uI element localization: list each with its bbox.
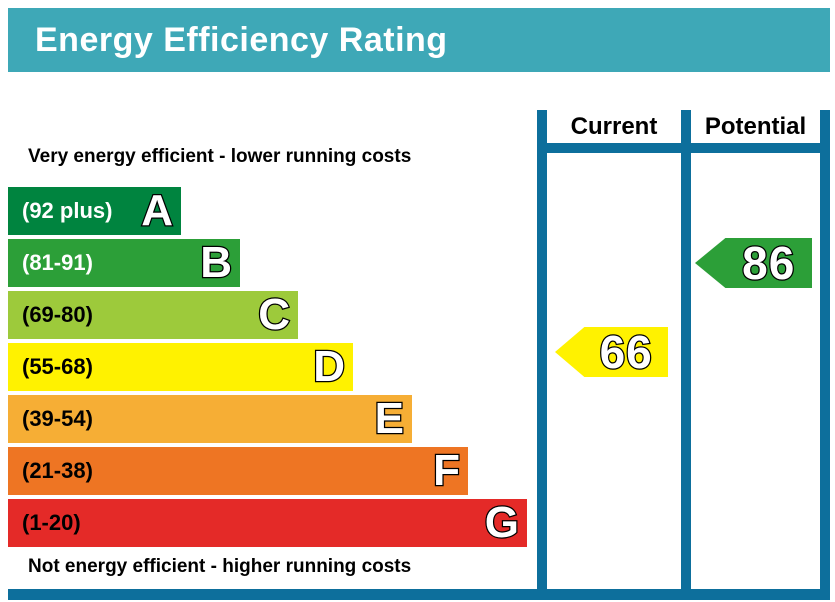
band-c-range: (69-80) xyxy=(22,302,93,327)
current-rating-value: 66 xyxy=(598,326,653,378)
potential-rating-value: 86 xyxy=(741,237,796,289)
band-g: (1-20) G xyxy=(8,497,527,548)
band-c: (69-80) C xyxy=(8,289,298,340)
potential-column-right-border xyxy=(820,110,830,600)
band-b: (81-91) B xyxy=(8,237,240,288)
band-e-range: (39-54) xyxy=(22,406,93,431)
header-underline xyxy=(537,143,830,153)
band-f-range: (21-38) xyxy=(22,458,93,483)
band-c-letter: C xyxy=(257,289,291,340)
band-e: (39-54) E xyxy=(8,393,412,444)
current-rating-arrow: 66 xyxy=(555,327,668,377)
bottom-efficiency-label: Not energy efficient - higher running co… xyxy=(28,556,412,577)
band-a-letter: A xyxy=(140,185,174,236)
band-d-range: (55-68) xyxy=(22,354,93,379)
band-d: (55-68) D xyxy=(8,341,353,392)
band-g-range: (1-20) xyxy=(22,510,81,535)
current-column-left-border xyxy=(537,110,547,600)
top-efficiency-label: Very energy efficient - lower running co… xyxy=(28,146,412,167)
band-f-letter: F xyxy=(432,445,461,496)
band-e-letter: E xyxy=(373,393,405,444)
band-f: (21-38) F xyxy=(8,445,468,496)
potential-column-header: Potential xyxy=(704,113,807,140)
band-a: (92 plus) A xyxy=(8,185,181,236)
band-a-range: (92 plus) xyxy=(22,198,113,223)
band-d-letter: D xyxy=(312,341,346,392)
potential-rating-arrow: 86 xyxy=(695,238,812,288)
band-b-range: (81-91) xyxy=(22,250,93,275)
band-g-letter: G xyxy=(484,497,521,548)
bottom-bar xyxy=(8,589,830,600)
column-divider xyxy=(681,110,691,600)
current-column-header: Current xyxy=(570,113,658,140)
title-bar: Energy Efficiency Rating xyxy=(8,8,830,72)
band-b-letter: B xyxy=(199,237,233,288)
page-title: Energy Efficiency Rating xyxy=(35,20,448,59)
